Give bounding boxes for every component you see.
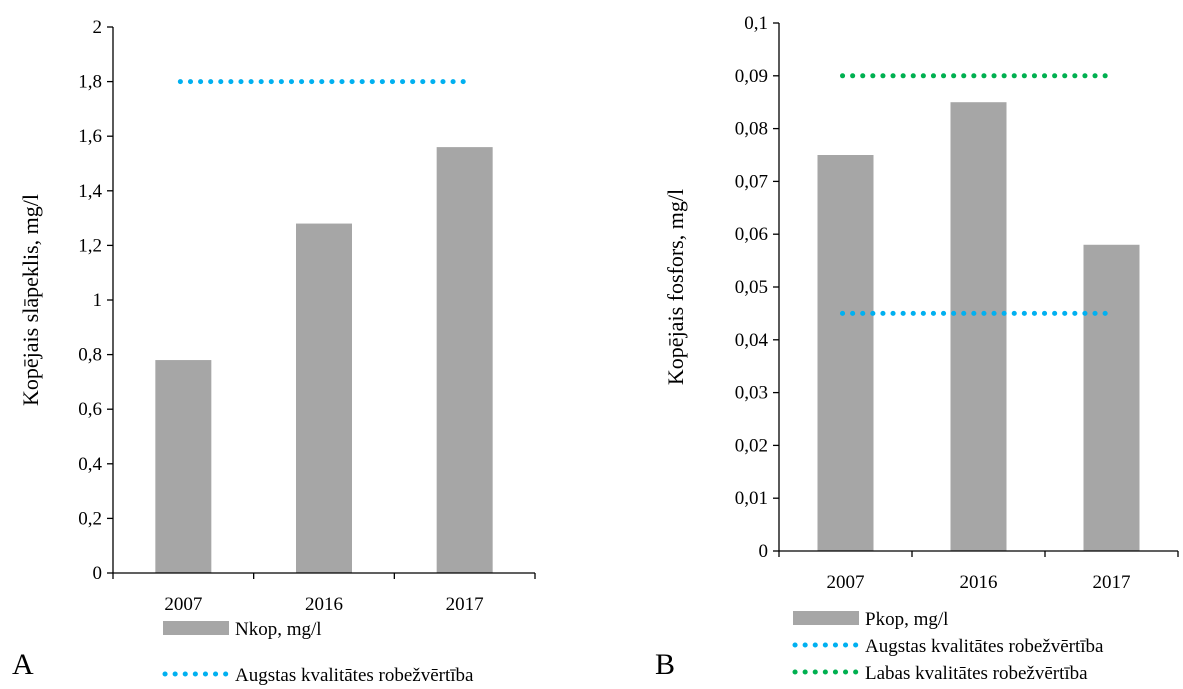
y-tick-label: 0 — [93, 563, 103, 584]
legend-label: Labas kvalitātes robežvērtība — [865, 663, 1088, 684]
x-tick-label: 2016 — [960, 572, 998, 593]
y-tick-label: 0,09 — [735, 66, 768, 87]
y-tick-label: 0,08 — [735, 119, 768, 140]
y-axis-title: Kopējais slāpeklis, mg/l — [18, 194, 43, 406]
x-tick-label: 2007 — [827, 572, 865, 593]
chart-panel-b: 0 0,01 0,02 0,03 0,04 0,05 0,06 0,07 0,08 0,09 0,1… — [655, 13, 1179, 684]
y-tick-label: 0,2 — [78, 508, 102, 529]
legend-label: Augstas kvalitātes robežvērtība — [235, 665, 474, 686]
y-tick-label: 1,2 — [78, 235, 102, 256]
y-tick-label: 0,07 — [735, 171, 768, 192]
y-tick-label: 0,01 — [735, 488, 768, 509]
bar — [950, 102, 1007, 551]
y-tick-label: 0 — [759, 541, 769, 562]
bar — [155, 360, 212, 573]
bar — [1083, 244, 1140, 551]
y-tick-label: 0,04 — [735, 330, 769, 351]
y-tick-label: 0,8 — [78, 345, 102, 366]
x-tick-label: 2017 — [1093, 572, 1131, 593]
y-tick-label: 0,4 — [78, 454, 102, 475]
y-tick-label: 1,6 — [78, 126, 102, 147]
y-tick-label: 0,1 — [744, 13, 768, 34]
chart-panel-a: 0 0,2 0,4 0,6 0,8 1 1,2 1,4 1,6 1,8 2 2007 2016 2017 K… — [12, 17, 536, 686]
y-tick-label: 2 — [93, 17, 103, 38]
y-tick-label: 0,03 — [735, 383, 768, 404]
x-tick-label: 2017 — [446, 594, 484, 615]
y-axis-title: Kopējais fosfors, mg/l — [663, 189, 688, 385]
y-tick-label: 0,06 — [735, 224, 768, 245]
bar — [817, 155, 874, 551]
y-tick-label: 1,8 — [78, 72, 102, 93]
bar — [436, 147, 493, 573]
y-tick-label: 0,02 — [735, 435, 768, 456]
y-tick-label: 1,4 — [78, 181, 102, 202]
y-tick-label: 0,05 — [735, 277, 768, 298]
legend-label: Pkop, mg/l — [865, 609, 948, 630]
panel-label: B — [655, 648, 675, 681]
y-tick-label: 1 — [93, 290, 103, 311]
bar — [296, 223, 352, 573]
legend-label: Augstas kvalitātes robežvērtība — [865, 636, 1104, 657]
y-tick-label: 0,6 — [78, 399, 102, 420]
legend-swatch-bar — [793, 611, 859, 625]
x-tick-label: 2007 — [164, 594, 202, 615]
legend-swatch-bar — [163, 621, 229, 635]
panel-label: A — [12, 648, 34, 681]
legend-label: Nkop, mg/l — [235, 619, 322, 640]
x-tick-label: 2016 — [305, 594, 343, 615]
